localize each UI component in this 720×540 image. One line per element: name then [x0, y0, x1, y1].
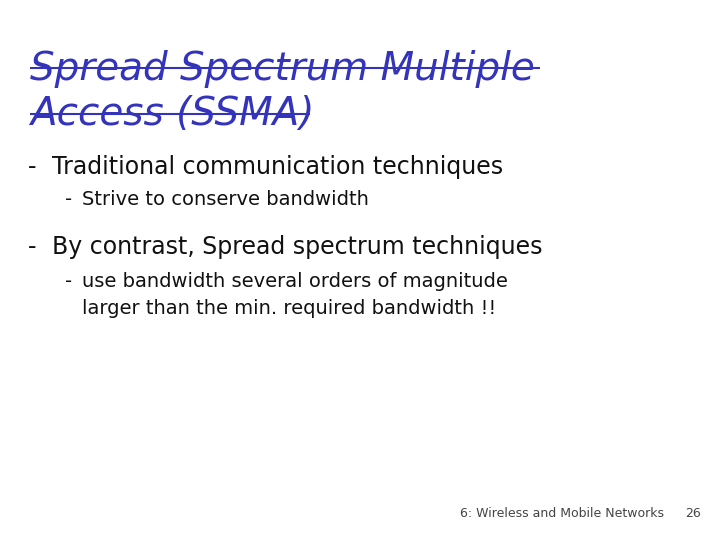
Text: 6: Wireless and Mobile Networks: 6: Wireless and Mobile Networks [460, 507, 664, 520]
Text: -: - [65, 190, 72, 209]
Text: -: - [65, 272, 72, 291]
Text: By contrast, Spread spectrum techniques: By contrast, Spread spectrum techniques [52, 235, 542, 259]
Text: -: - [28, 235, 37, 259]
Text: Access (SSMA): Access (SSMA) [30, 95, 315, 133]
Text: Traditional communication techniques: Traditional communication techniques [52, 155, 503, 179]
Text: -: - [28, 155, 37, 179]
Text: 26: 26 [685, 507, 701, 520]
Text: use bandwidth several orders of magnitude
larger than the min. required bandwidt: use bandwidth several orders of magnitud… [82, 272, 508, 318]
Text: Strive to conserve bandwidth: Strive to conserve bandwidth [82, 190, 369, 209]
Text: Spread Spectrum Multiple: Spread Spectrum Multiple [30, 50, 535, 88]
